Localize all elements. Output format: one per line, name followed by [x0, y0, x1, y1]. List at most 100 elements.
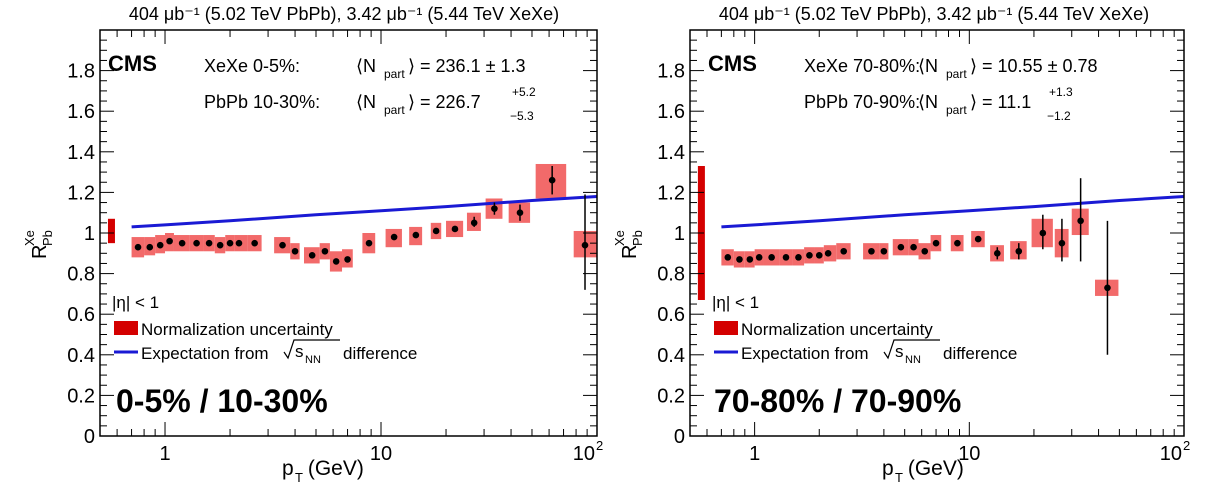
y-tick-label: 1.6 — [657, 101, 685, 123]
data-point — [910, 243, 917, 251]
npart-subscript: part — [946, 103, 967, 117]
panel-header: 404 μb⁻¹ (5.02 TeV PbPb), 3.42 μb⁻¹ (5.4… — [129, 4, 559, 24]
centrality-label: 0-5% / 10-30% — [116, 383, 328, 419]
plot-frame — [689, 29, 1185, 437]
legend-expectation-tail: difference — [943, 344, 1017, 363]
data-point — [156, 241, 164, 249]
npart-subscript: part — [384, 103, 405, 117]
legend-sqrt-sub: NN — [305, 354, 321, 366]
data-point — [166, 237, 173, 245]
annotation-pbpb-value: ⟩ = 226.7 — [408, 92, 481, 112]
annotation-pbpb-down: −5.3 — [510, 109, 534, 123]
x-axis-label-main: p — [282, 457, 294, 480]
data-point — [226, 239, 234, 247]
annotation-xexe-label: XeXe 70-80%: — [804, 56, 920, 76]
x-tick-label: 10 — [1160, 443, 1182, 465]
data-point — [146, 243, 154, 251]
data-point — [768, 254, 775, 261]
data-point — [332, 258, 340, 265]
y-tick-label: 1 — [84, 223, 95, 245]
data-point — [365, 239, 373, 247]
data-point — [235, 239, 243, 247]
axes-ticks: 00.20.40.60.811.21.41.61.81 10 10 2 — [657, 30, 1190, 465]
data-point — [880, 247, 888, 255]
legend-expectation-label: Expectation from — [141, 344, 269, 363]
npart-symbol: ⟨N — [356, 92, 376, 112]
npart-symbol: ⟨N — [918, 56, 938, 76]
data-point — [897, 243, 905, 251]
annotation-xexe-label: XeXe 0-5%: — [204, 56, 300, 76]
legend-expectation-tail: difference — [343, 344, 417, 363]
data-point — [134, 243, 142, 251]
data-point — [782, 254, 790, 261]
x-axis-label-tail: (GeV) — [302, 457, 364, 480]
cms-label: CMS — [708, 51, 757, 76]
normalization-box — [107, 218, 115, 244]
data-point — [193, 239, 200, 247]
y-tick-label: 0.2 — [67, 385, 95, 407]
data-point — [954, 239, 961, 247]
data-point — [1077, 217, 1084, 225]
data-point — [581, 241, 589, 249]
data-point — [974, 235, 982, 243]
legend-normalization-swatch — [714, 321, 738, 335]
data-point — [470, 219, 478, 227]
expectation-line — [131, 195, 598, 229]
legend-sqrt-sub: NN — [905, 354, 921, 366]
data-point — [840, 247, 848, 255]
cms-label: CMS — [108, 51, 157, 76]
y-tick-label: 0.6 — [67, 304, 95, 326]
x-tick-label: 10 — [958, 443, 980, 465]
y-tick-label: 1.4 — [67, 142, 95, 164]
y-axis-label-main: R — [619, 245, 641, 259]
legend-sqrt-s: s — [295, 342, 304, 361]
expectation-line — [721, 195, 1185, 229]
legend-expectation-label: Expectation from — [741, 344, 869, 363]
eta-text: |η| < 1 — [112, 293, 159, 312]
data-point — [412, 231, 420, 239]
x-axis-label-sub: T — [295, 470, 303, 485]
data-point — [736, 256, 743, 263]
data-point — [251, 239, 258, 247]
data-point — [868, 247, 875, 255]
data-point — [432, 227, 440, 235]
npart-subscript: part — [946, 67, 967, 81]
y-tick-label: 0 — [674, 426, 685, 448]
annotation-pbpb-down: −1.2 — [1047, 109, 1071, 123]
left-panel: 404 μb⁻¹ (5.02 TeV PbPb), 3.42 μb⁻¹ (5.4… — [22, 4, 603, 485]
annotation-xexe-value: ⟩ = 10.55 ± 0.78 — [970, 56, 1098, 76]
sqrt-symbol — [883, 339, 940, 360]
right-panel: 404 μb⁻¹ (5.02 TeV PbPb), 3.42 μb⁻¹ (5.4… — [612, 4, 1190, 485]
y-tick-label: 0.2 — [657, 385, 685, 407]
chart-marks — [697, 166, 1185, 355]
data-point — [308, 252, 316, 259]
x-axis-label-main: p — [882, 457, 894, 480]
data-point — [344, 256, 351, 263]
y-tick-label: 0 — [84, 426, 95, 448]
npart-subscript: part — [384, 67, 405, 81]
data-point — [993, 250, 1001, 257]
legend-normalization-swatch — [114, 321, 138, 335]
y-tick-label: 1.8 — [657, 61, 685, 83]
data-point — [1039, 229, 1047, 237]
data-point — [491, 205, 498, 212]
data-point — [548, 176, 556, 184]
y-tick-label: 1.8 — [67, 61, 95, 83]
y-tick-label: 1.2 — [657, 182, 685, 204]
data-point — [815, 252, 823, 259]
y-tick-label: 0.6 — [657, 304, 685, 326]
data-point — [451, 225, 459, 233]
data-point — [724, 254, 732, 261]
y-axis-label-sub: Pb — [630, 230, 645, 246]
y-axis-label: R Xe Pb — [22, 230, 55, 259]
data-point — [755, 254, 763, 261]
y-axis-label-sup: Xe — [22, 230, 37, 246]
y-tick-label: 0.8 — [657, 264, 685, 286]
data-point — [921, 247, 929, 255]
data-point — [1058, 239, 1066, 247]
y-tick-label: 1.2 — [67, 182, 95, 204]
eta-text: |η| < 1 — [712, 293, 759, 312]
data-point — [1015, 247, 1023, 255]
centrality-label: 70-80% / 70-90% — [714, 383, 961, 419]
